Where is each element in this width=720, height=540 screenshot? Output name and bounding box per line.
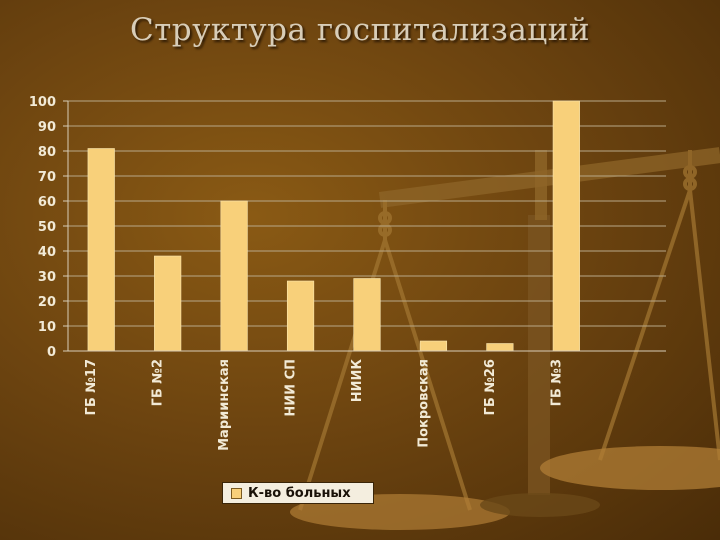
y-tick-label: 50 (38, 220, 56, 235)
legend: К-во больных (222, 482, 374, 504)
y-tick-label: 70 (38, 170, 56, 185)
bars (87, 100, 580, 352)
bar-4 (286, 280, 315, 352)
y-tick-label: 10 (38, 320, 56, 335)
category-label: НИИК (350, 359, 365, 403)
bar-5 (353, 278, 381, 352)
y-tick-label: 90 (38, 120, 56, 135)
category-label: ГБ №3 (549, 359, 564, 406)
y-tick-label: 80 (38, 145, 56, 160)
y-tick-labels: 0 10 20 30 40 50 60 70 80 90 100 (29, 95, 68, 360)
legend-swatch (231, 487, 242, 499)
bar-6 (419, 340, 448, 352)
y-tick-label: 20 (38, 295, 56, 310)
category-label: ГБ №2 (151, 359, 166, 406)
y-tick-label: 0 (47, 345, 56, 360)
bar-2 (154, 255, 182, 352)
y-tick-label: 100 (29, 95, 56, 110)
bar-1 (87, 148, 115, 352)
bar-3 (220, 200, 248, 352)
y-tick-label: 60 (38, 195, 56, 210)
category-label: ГБ №17 (84, 359, 99, 415)
slide-title: Структура госпитализаций (129, 12, 591, 48)
bar-8 (552, 100, 580, 352)
y-tick-label: 40 (38, 245, 56, 260)
y-tick-label: 30 (38, 270, 56, 285)
category-labels: ГБ №17 ГБ №2 Мариинская НИИ СП НИИК Покровска… (84, 359, 564, 451)
bar-7 (486, 343, 514, 352)
category-label: Мариинская (217, 359, 232, 451)
category-label: НИИ СП (284, 359, 299, 417)
category-label: Покровская (416, 359, 431, 448)
category-label: ГБ №26 (483, 359, 498, 415)
legend-label: К-во больных (248, 485, 351, 501)
